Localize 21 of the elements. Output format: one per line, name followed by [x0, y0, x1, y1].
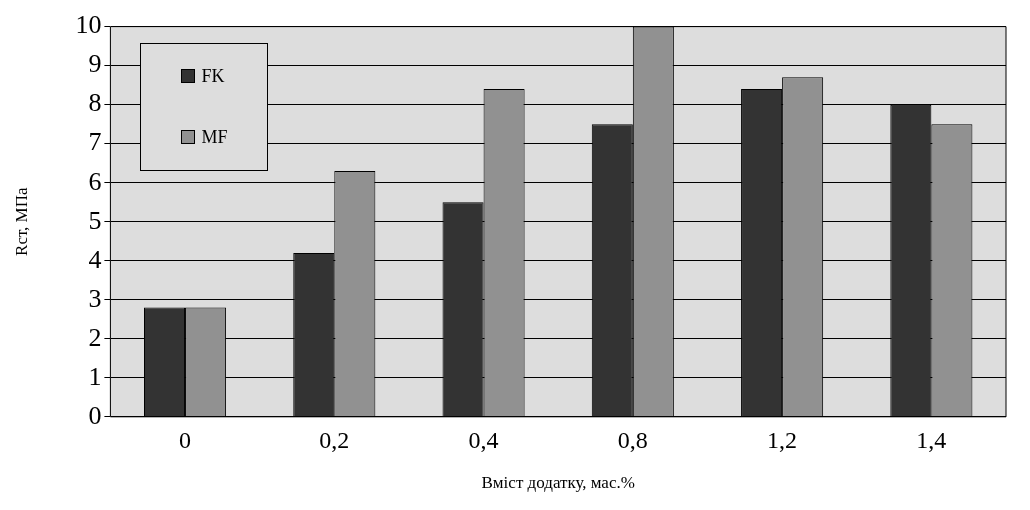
- x-tick-label: 0,4: [468, 427, 499, 454]
- y-tick-label: 1: [88, 361, 102, 391]
- y-tick-label: 10: [75, 10, 102, 40]
- y-tick-label: 0: [88, 400, 102, 430]
- y-tick-label: 2: [88, 322, 102, 352]
- legend-label: MF: [201, 126, 228, 148]
- x-axis-title: Вміст додатку, мас.%: [481, 473, 635, 493]
- x-tick-label: 1,2: [767, 427, 798, 454]
- y-tick-label: 5: [88, 205, 102, 235]
- y-tick-label: 3: [88, 283, 102, 313]
- x-tick-label: 0: [179, 427, 192, 454]
- x-tick-label: 0,8: [617, 427, 648, 454]
- legend-label: FK: [201, 65, 225, 87]
- y-tick-label: 8: [88, 88, 102, 118]
- y-tick-label: 7: [88, 127, 102, 157]
- x-tick-label: 1,4: [916, 427, 947, 454]
- y-tick-label: 4: [88, 244, 102, 274]
- y-tick-label: 6: [88, 166, 102, 196]
- y-axis-title: Rст, МПа: [11, 187, 31, 256]
- y-tick-label: 9: [88, 49, 102, 79]
- x-tick-label: 0,2: [319, 427, 350, 454]
